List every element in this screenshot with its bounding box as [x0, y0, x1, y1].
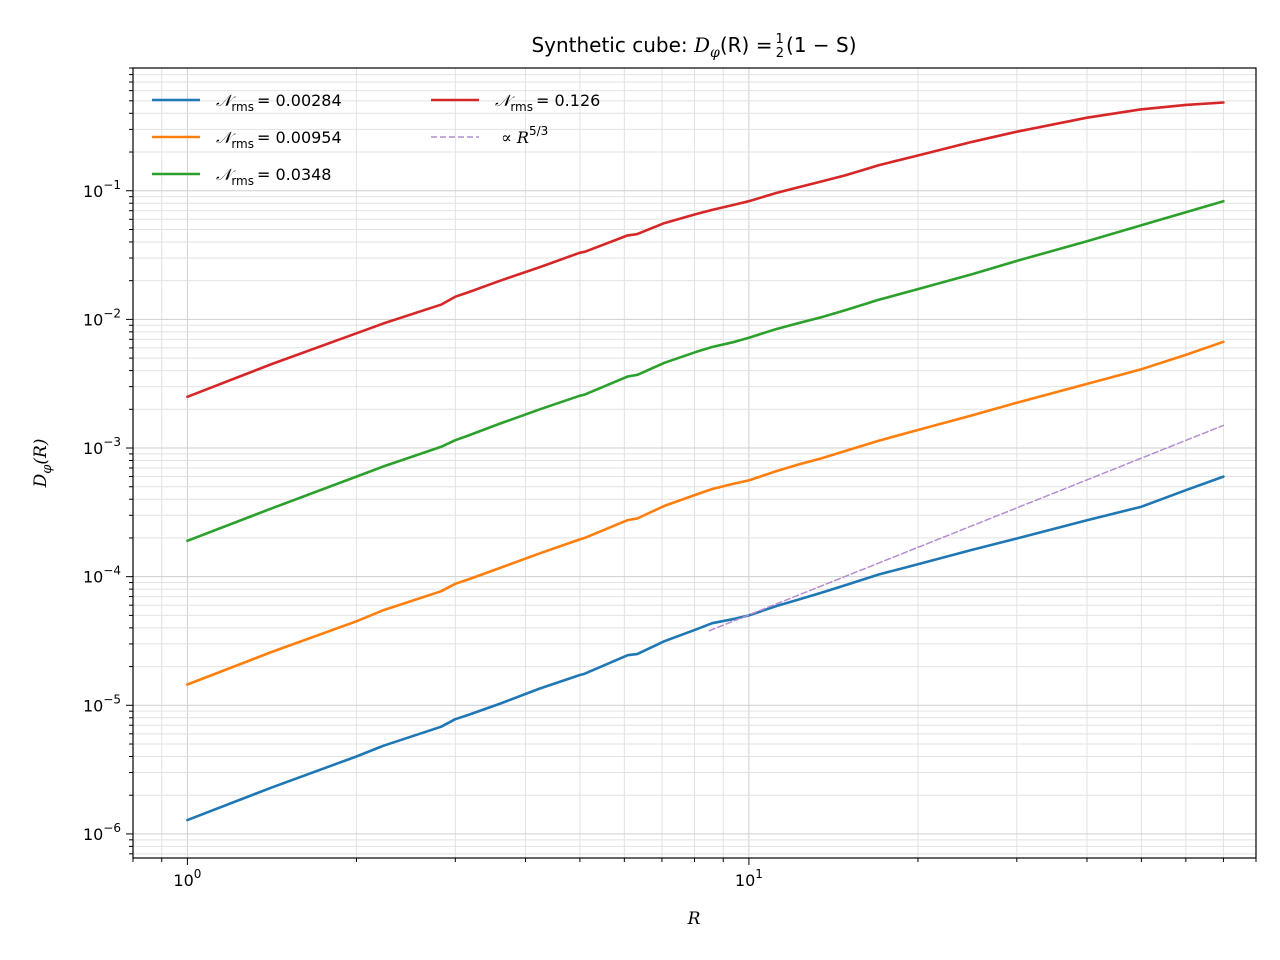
- legend-label: 𝒩rms = 0.0348: [216, 165, 331, 188]
- x-tick-label: 100: [173, 867, 201, 890]
- y-tick-label: 10−6: [83, 821, 121, 844]
- series-line-2: [186, 340, 1225, 686]
- title-func-sub: φ: [710, 45, 720, 61]
- title-rest: (1 − S): [786, 33, 857, 57]
- title-frac-den: 2: [776, 46, 784, 61]
- y-axis-label: Dφ(R): [31, 439, 55, 489]
- y-label-sub: φ: [40, 464, 55, 474]
- y-label-arg: (R): [31, 439, 51, 465]
- y-tick-label: 10−1: [83, 178, 121, 201]
- series-line-4: [186, 101, 1225, 399]
- axis-ticks: 100 101 10−6 10−5 10−4 10−3 10−2 10−1: [83, 67, 1257, 890]
- title-frac-num: 1: [775, 32, 783, 47]
- y-tick-label: 10−5: [83, 692, 121, 715]
- legend-label: ∝ R5/3: [501, 124, 548, 147]
- reference-line: [708, 424, 1225, 632]
- series-lines: [186, 101, 1225, 822]
- x-tick-label: 101: [735, 867, 763, 890]
- y-label-base: D: [31, 473, 51, 488]
- plot-area-frame: [132, 67, 1257, 859]
- y-tick-label: 10−3: [83, 435, 121, 458]
- legend-label: 𝒩rms = 0.00284: [216, 91, 342, 114]
- legend-label: 𝒩rms = 0.126: [495, 91, 600, 114]
- series-line-1: [186, 475, 1225, 822]
- chart-title: Synthetic cube: Dφ(R) = 1 2 (1 − S): [531, 32, 856, 61]
- legend: 𝒩rms = 0.00284 𝒩rms = 0.00954 𝒩rms = 0.0348 𝒩r…: [152, 91, 600, 188]
- legend-label: 𝒩rms = 0.00954: [216, 128, 342, 151]
- y-tick-label: 10−4: [83, 564, 121, 587]
- title-prefix: Synthetic cube:: [531, 33, 694, 57]
- title-func-arg: (R) =: [720, 33, 773, 57]
- title-func: D: [693, 33, 710, 57]
- x-axis-label: R: [687, 909, 701, 929]
- series-line-3: [186, 199, 1225, 543]
- y-tick-label: 10−2: [83, 306, 121, 329]
- grid: [132, 67, 1257, 858]
